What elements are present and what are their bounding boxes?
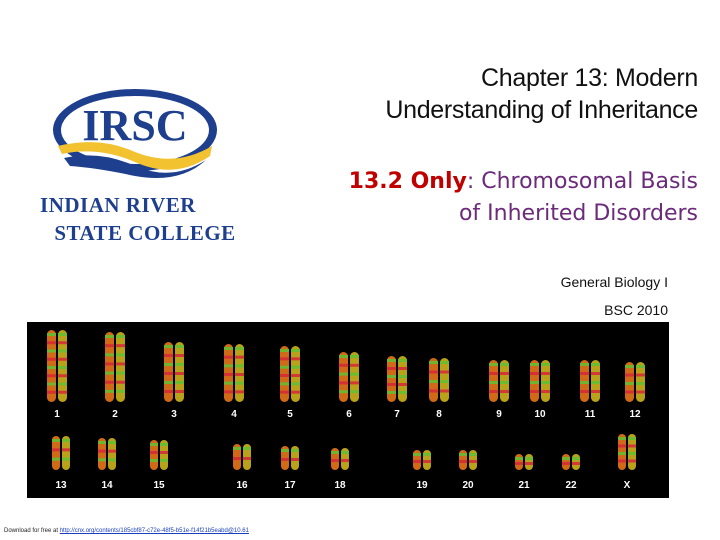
chromosome-label: 13 [55,480,67,491]
slide-title: Chapter 13: Modern Understanding of Inhe… [278,62,698,126]
chromosome [116,332,125,402]
chromosome [429,358,438,402]
chromosome [105,332,114,402]
chromosome-label: 1 [54,409,60,420]
logo-wave-blue [64,155,206,178]
subtitle-lead: 13.2 Only [348,169,467,194]
chromosome-label: 15 [153,480,165,491]
chromosome-label: 2 [112,409,118,420]
chromosome [459,450,467,470]
chromosome-label: 12 [629,409,641,420]
course-name: General Biology I [560,274,668,290]
chromosome-label: 16 [236,480,248,491]
chromosome-label: 3 [171,409,177,420]
chromosome [175,342,184,402]
chromosome-label: 17 [284,480,296,491]
chromosome [235,344,244,402]
chromosome [489,360,498,402]
chromosome-label: 4 [231,409,237,420]
chromosome-label: 20 [462,480,474,491]
chromosome [233,444,241,470]
chromosome [530,360,539,402]
title-line-1: Chapter 13: Modern [481,64,698,92]
chromosome [350,352,359,402]
chromosome [591,360,600,402]
chromosome [160,440,168,470]
chromosome [58,330,67,402]
chromosome [341,448,349,470]
logo-name-line2: STATE COLLEGE [54,221,235,245]
chromosome [291,446,299,470]
chromosome [281,446,289,470]
chromosome [280,346,289,402]
chromosome [398,356,407,402]
chromosome [500,360,509,402]
chromosome [98,438,106,470]
title-line-2: Understanding of Inheritance [385,96,698,124]
chromosome-label: X [624,480,631,491]
chromosome [515,454,523,470]
chromosome [339,352,348,402]
logo-wave-gold [58,142,212,170]
chromosome [108,438,116,470]
course-code: BSC 2010 [604,302,668,318]
chromosome [387,356,396,402]
credit-prefix: Download for free at [4,528,60,534]
chromosome [47,330,56,402]
slide-subtitle: 13.2 Only: Chromosomal Basis of Inherite… [258,166,698,230]
chromosome [636,362,645,402]
chromosome [440,358,449,402]
chromosome [580,360,589,402]
chromosome [224,344,233,402]
chromosome [413,450,421,470]
chromosome [628,434,636,470]
chromosome-label: 11 [585,409,596,420]
subtitle-line-2: of Inherited Disorders [458,201,698,226]
chromosome [52,436,60,470]
chromosome [572,454,580,470]
chromosome-label: 6 [346,409,352,420]
chromosome [150,440,158,470]
chromosome [243,444,251,470]
irsc-logo: IRSC INDIAN RIVER STATE COLLEGE [40,89,235,245]
chromosome-label: 18 [334,480,346,491]
credit-line: Download for free at http://cnx.org/cont… [4,528,249,534]
logo-letters: IRSC [82,101,187,150]
chromosome [423,450,431,470]
chromosome-label: 9 [496,409,502,420]
chromosome-label: 21 [518,480,530,491]
chromosome-label: 19 [416,480,428,491]
chromosome [291,346,300,402]
chromosome [469,450,477,470]
chromosome-label: 5 [287,409,293,420]
subtitle-rest: : Chromosomal Basis [466,169,698,194]
logo-name-line1: INDIAN RIVER [40,193,196,217]
chromosome [618,434,626,470]
chromosome [625,362,634,402]
chromosome-label: 14 [101,480,113,491]
chromosome [62,436,70,470]
chromosome [541,360,550,402]
chromosome [525,454,533,470]
chromosome-label: 10 [534,409,546,420]
chromosome [164,342,173,402]
credit-link[interactable]: http://cnx.org/contents/185cbf87-c72e-48… [59,528,249,534]
subtitle-line-1: 13.2 Only: Chromosomal Basis [258,166,698,198]
chromosome-label: 7 [394,409,400,420]
chromosome-label: 8 [436,409,442,420]
chromosome-label: 22 [565,480,577,491]
chromosome [331,448,339,470]
chromosome [562,454,570,470]
